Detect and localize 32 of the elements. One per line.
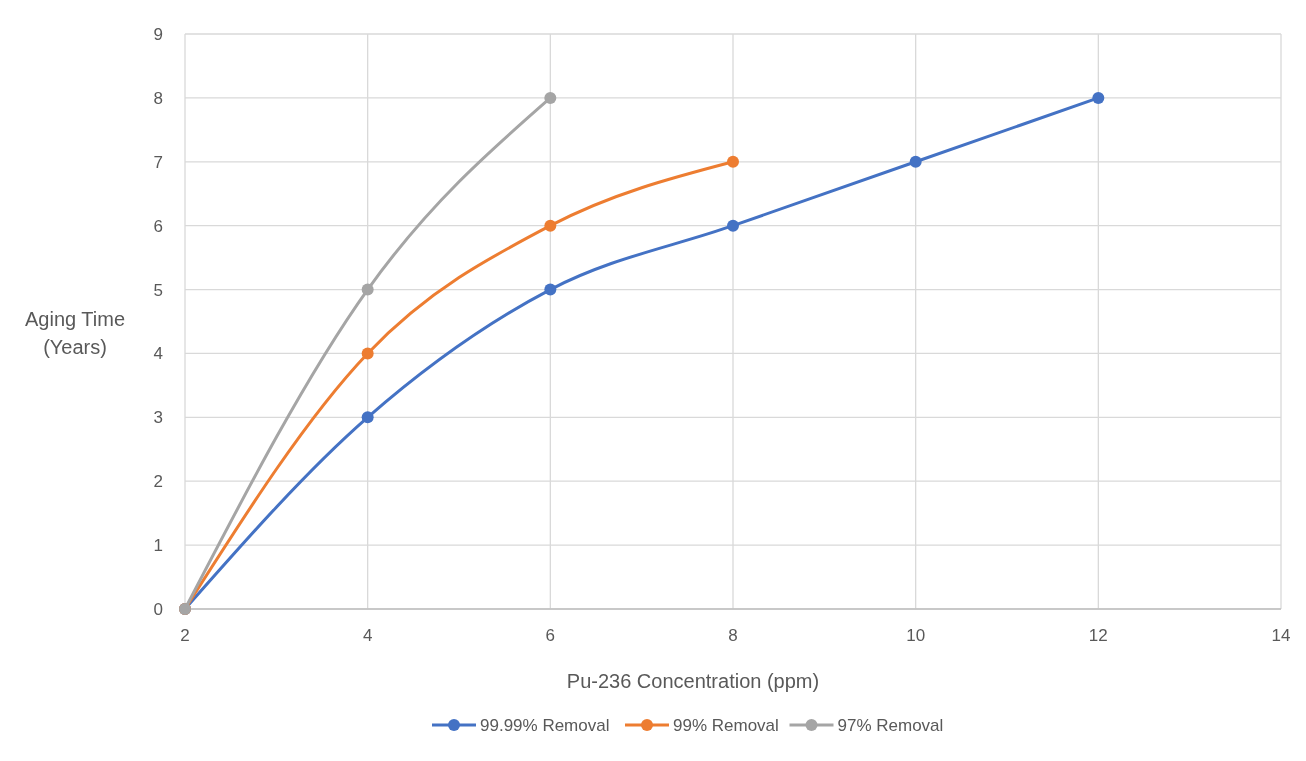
legend-label: 97% Removal [837,715,944,735]
x-tick-label: 8 [728,626,738,645]
legend-label: 99.99% Removal [480,715,610,735]
y-tick-label: 8 [153,88,163,108]
legend-label: 99% Removal [673,715,779,735]
x-tick-label: 10 [906,626,926,645]
y-tick-label: 7 [153,152,163,172]
x-tick-label: 14 [1271,626,1291,645]
y-axis-title: Aging Time (Years) [24,308,126,358]
x-tick-label: 2 [180,626,190,645]
x-tick-label: 12 [1088,626,1108,645]
point [361,347,374,360]
point [727,219,739,232]
y-tick-label: 0 [153,599,163,619]
point [544,283,557,296]
y-tick-label: 3 [153,408,163,428]
x-tick-label: 6 [545,626,556,645]
y-tick-label: 1 [153,536,163,556]
point [727,155,739,168]
y-tick-label: 6 [153,216,163,236]
point [544,219,557,232]
point [1092,91,1105,104]
point [361,283,374,296]
point [909,155,922,168]
y-tick-label: 5 [153,280,163,300]
point [544,91,557,104]
y-tick-label: 9 [153,24,163,44]
x-tick-label: 4 [362,626,373,645]
point [361,411,374,424]
y-tick-label: 4 [153,344,163,364]
y-tick-label: 2 [153,472,163,492]
x-axis-title: Pu-236 Concentration (ppm) [566,670,820,692]
